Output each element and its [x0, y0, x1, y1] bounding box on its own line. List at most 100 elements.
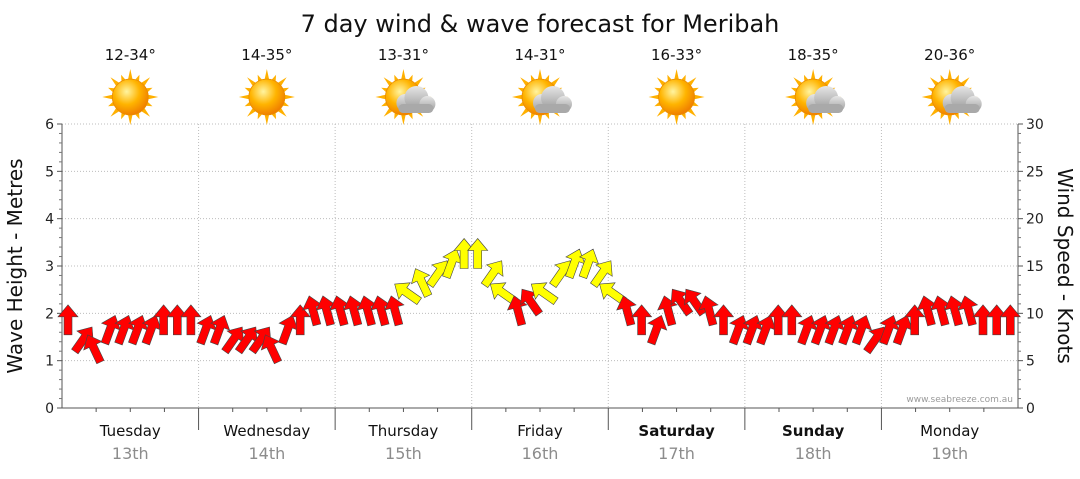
day-column: 18-35° Sunday 18th — [782, 46, 846, 463]
sun-ray — [284, 94, 295, 100]
wind-arrow — [698, 295, 719, 327]
sun-ray — [656, 108, 666, 117]
left-axis-ticks: 0 1 2 3 4 5 6 — [45, 117, 62, 417]
wind-arrow — [781, 304, 803, 336]
watermark: www.seabreeze.com.au — [906, 395, 1013, 405]
sun-ray — [401, 69, 406, 80]
sun-ray — [383, 108, 393, 117]
cloud-part — [398, 104, 434, 113]
sun-ray — [929, 77, 939, 86]
wind-arrow — [578, 248, 599, 280]
sun-ray — [687, 77, 697, 86]
day-columns: 12-34° Tuesday 13th 14-35° Wednesday 14th 13-3… — [99, 46, 982, 463]
wind-arrow — [851, 314, 873, 346]
sun-ray — [102, 94, 113, 100]
day-date: 18th — [795, 444, 832, 463]
sun-ray — [785, 94, 796, 100]
sun-ray — [414, 77, 424, 86]
day-column: 12-34° Tuesday 13th — [99, 46, 161, 463]
sun-ray — [537, 69, 543, 80]
sun-ray — [375, 94, 386, 100]
right-axis-title: Wind Speed - Knots — [1053, 168, 1077, 364]
sun-ray — [674, 114, 679, 125]
wind-arrow — [384, 295, 405, 327]
sun-icon — [648, 69, 705, 125]
cloud-part — [944, 104, 980, 113]
sun-ray — [238, 94, 249, 100]
day-name: Wednesday — [223, 422, 310, 440]
cloud-shape — [396, 86, 436, 113]
right-tick-label: 0 — [1026, 401, 1035, 417]
day-temp: 16-33° — [651, 46, 702, 64]
sun-ray — [793, 77, 803, 86]
left-tick-label: 1 — [45, 354, 54, 370]
cloud-shape — [533, 86, 572, 113]
sun-ray — [383, 77, 393, 86]
sun-ray — [141, 77, 151, 86]
sun-ray — [247, 108, 256, 117]
right-tick-label: 30 — [1026, 117, 1044, 133]
right-tick-label: 20 — [1026, 212, 1044, 228]
day-column: 13-31° Thursday 15th — [368, 46, 439, 463]
sun-rays — [648, 69, 705, 125]
chart-title: 7 day wind & wave forecast for Meribah — [301, 10, 780, 38]
sun-ray — [128, 114, 133, 125]
sun-ray — [793, 108, 803, 117]
wind-arrow — [57, 304, 79, 336]
cloud-part — [808, 104, 844, 113]
wind-arrow — [904, 304, 926, 336]
wind-arrow — [616, 295, 637, 327]
sun-ray — [110, 77, 120, 86]
right-axis-ticks: 0 5 10 15 20 25 30 — [1018, 117, 1044, 417]
wind-arrow — [411, 268, 433, 298]
left-axis-title: Wave Height - Metres — [3, 158, 27, 373]
sun-ray — [141, 108, 151, 117]
day-date: 19th — [931, 444, 968, 463]
wind-arrow — [647, 314, 668, 346]
sun-ray — [810, 114, 816, 125]
sun-ray — [520, 108, 529, 117]
sun-ray — [247, 77, 256, 86]
day-date: 15th — [385, 444, 422, 463]
sun-icon — [102, 69, 159, 125]
sun-cloud-icon — [512, 69, 572, 125]
wind-arrow — [630, 304, 653, 336]
sun-cloud-icon — [921, 69, 982, 125]
sun-ray — [810, 69, 816, 80]
sun-ray — [264, 114, 270, 125]
day-column: 16-33° Saturday 17th — [638, 46, 715, 463]
day-name: Tuesday — [99, 422, 161, 440]
wind-arrow — [999, 304, 1021, 336]
right-tick-label: 15 — [1026, 259, 1044, 275]
day-temp: 14-31° — [514, 46, 565, 64]
day-column: 14-35° Wednesday 14th — [223, 46, 310, 463]
cloud-part — [535, 104, 570, 113]
day-name: Sunday — [782, 422, 845, 440]
bottom-axis-ticks — [95, 408, 985, 430]
cloud-shape — [806, 86, 846, 113]
left-tick-label: 2 — [45, 306, 54, 322]
cloud-shape — [942, 86, 982, 113]
sun-ray — [648, 94, 659, 100]
day-temp: 14-35° — [241, 46, 292, 64]
sun-ray — [929, 108, 939, 117]
wind-arrow — [394, 282, 422, 305]
wind-arrows — [57, 238, 1021, 365]
sun-cloud-icon — [785, 69, 846, 125]
day-date: 13th — [112, 444, 149, 463]
sun-ray — [674, 69, 679, 80]
wind-arrow — [480, 260, 504, 289]
left-tick-label: 0 — [45, 401, 54, 417]
left-tick-label: 3 — [45, 259, 54, 275]
sun-ray — [264, 69, 270, 80]
sun-disc — [658, 78, 695, 116]
sun-ray — [551, 77, 560, 86]
sun-ray — [148, 94, 159, 100]
day-name: Friday — [517, 422, 563, 440]
sun-ray — [921, 94, 932, 100]
wind-arrow — [530, 282, 559, 305]
sun-ray — [824, 77, 833, 86]
sun-icon — [238, 69, 295, 125]
day-temp: 18-35° — [788, 46, 839, 64]
day-column: 14-31° Friday 16th — [512, 46, 572, 463]
